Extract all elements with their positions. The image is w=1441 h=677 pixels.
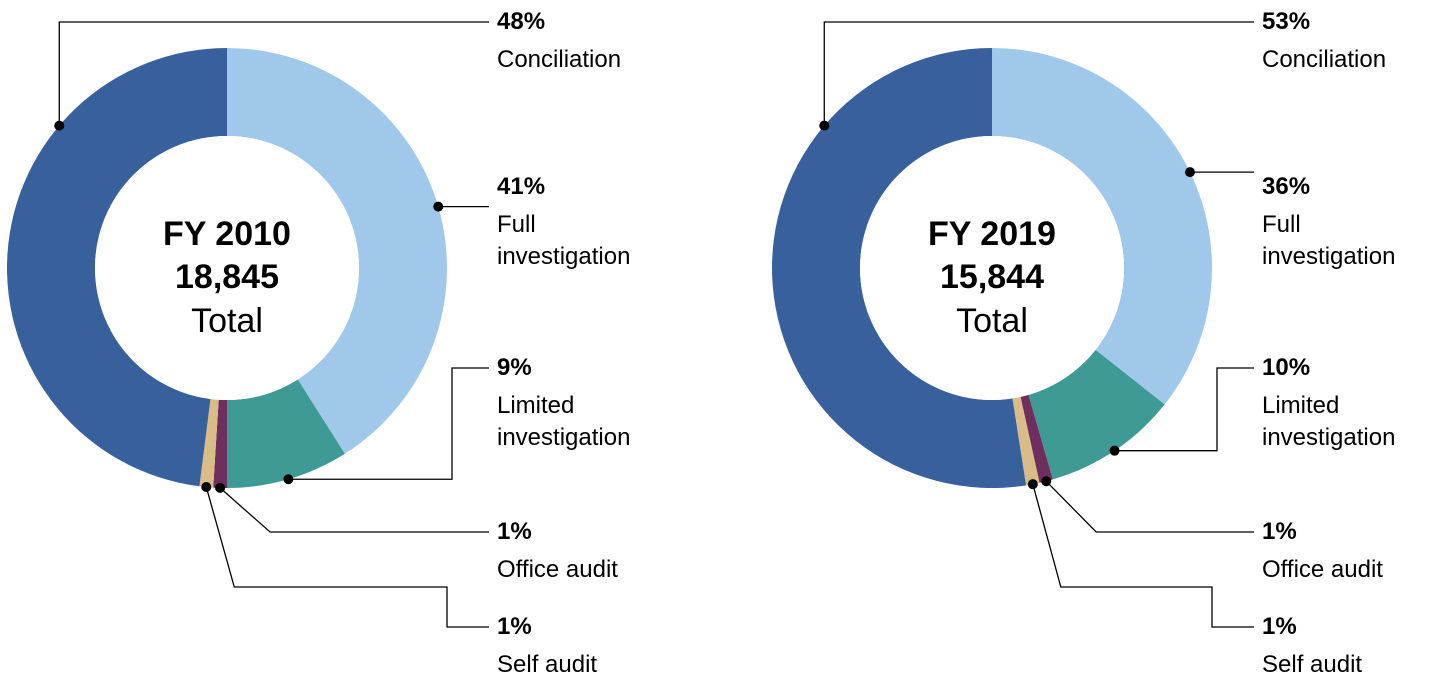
donut-hole [860, 136, 1124, 400]
center-label: Total [191, 302, 263, 340]
slice-name: Limited investigation [1262, 392, 1396, 451]
slice-percent: 36% [1262, 173, 1311, 200]
slice-percent: 10% [1262, 354, 1311, 381]
donut-slice [1012, 396, 1040, 486]
leader-dot [201, 482, 212, 493]
center-total: 15,844 [940, 258, 1044, 296]
leader-dot [433, 201, 444, 212]
leader-dot [215, 482, 226, 493]
slice-name: Self audit [1262, 651, 1363, 677]
leader-dot [1027, 479, 1038, 490]
slice-label: 1% Self audit [1262, 611, 1430, 677]
leader-line [219, 487, 489, 533]
slice-percent: 9% [497, 354, 532, 381]
slice-label: 41% Full investigation [497, 171, 665, 273]
leader-dot [1185, 167, 1196, 178]
donut-slice [7, 48, 227, 487]
donut-slice [1020, 394, 1053, 483]
leader-dot [54, 120, 65, 131]
slice-percent: 41% [497, 173, 546, 200]
leader-dot [819, 120, 830, 131]
slice-name: Office audit [1262, 556, 1383, 583]
slice-label: 1% Office audit [497, 516, 665, 586]
slice-percent: 1% [497, 518, 532, 545]
center-title: FY 2010 [163, 215, 291, 253]
slice-name: Self audit [497, 651, 598, 677]
slice-label: 9% Limited investigation [497, 352, 665, 454]
donut-slice [992, 48, 1212, 405]
slice-name: Full investigation [1262, 211, 1396, 270]
leader-line [1045, 480, 1254, 533]
leader-line [205, 486, 489, 628]
slice-percent: 1% [497, 613, 532, 640]
slice-percent: 48% [497, 8, 546, 35]
slice-percent: 53% [1262, 8, 1311, 35]
slice-label: 48% Conciliation [497, 6, 665, 76]
leader-line [58, 21, 489, 126]
donut-slice [1028, 349, 1165, 480]
slice-name: Conciliation [1262, 46, 1387, 73]
center-total: 18,845 [175, 258, 279, 296]
leader-line [288, 367, 489, 480]
slice-label: 36% Full investigation [1262, 171, 1430, 273]
leader-line [1114, 367, 1254, 452]
donut-slice [771, 48, 1027, 489]
slice-percent: 1% [1262, 518, 1297, 545]
leader-line [1032, 484, 1254, 628]
leader-dot [1041, 476, 1052, 487]
slice-label: 10% Limited investigation [1262, 352, 1430, 454]
donut-hole [95, 136, 359, 400]
donut-slice [227, 379, 345, 488]
slice-name: Office audit [497, 556, 618, 583]
donut-slice [199, 398, 219, 488]
leader-line [823, 21, 1254, 126]
slice-name: Limited investigation [497, 392, 631, 451]
slice-percent: 1% [1262, 613, 1297, 640]
donut-slice [213, 399, 227, 488]
donut-slice [227, 48, 447, 454]
slice-label: 1% Office audit [1262, 516, 1430, 586]
slice-name: Conciliation [497, 46, 622, 73]
leader-dot [1109, 445, 1120, 456]
center-label: Total [956, 302, 1028, 340]
slice-name: Full investigation [497, 211, 631, 270]
slice-label: 1% Self audit [497, 611, 665, 677]
center-title: FY 2019 [928, 215, 1056, 253]
leader-dot [283, 474, 294, 485]
slice-label: 53% Conciliation [1262, 6, 1430, 76]
